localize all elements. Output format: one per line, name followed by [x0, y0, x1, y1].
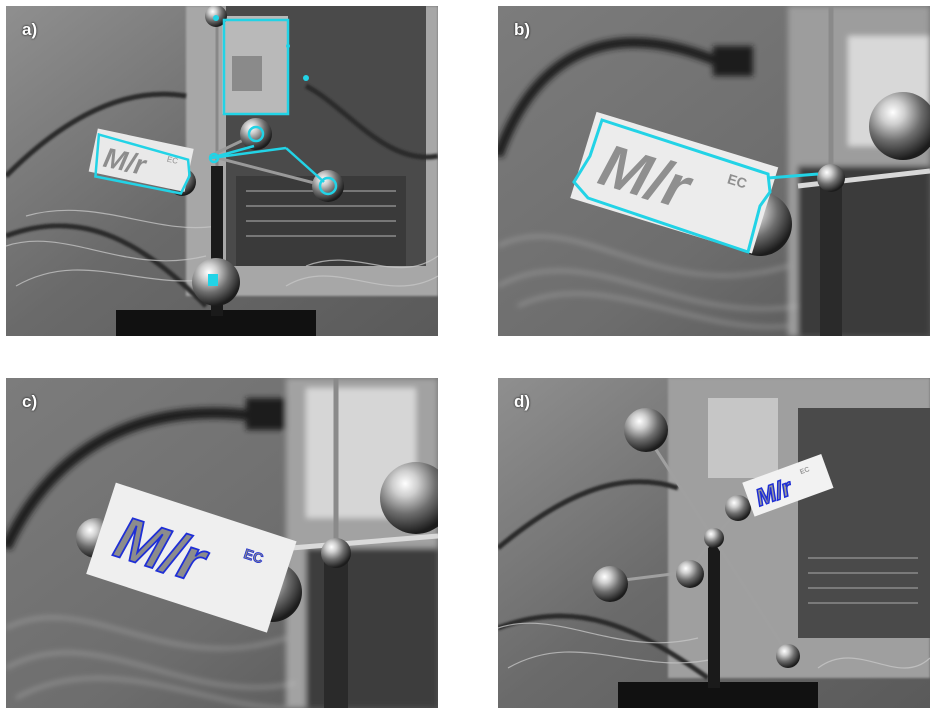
panel-d: M/r EC d): [498, 378, 930, 708]
logo-superscript-a: EC: [166, 155, 179, 166]
panel-a: M/r EC a): [6, 6, 438, 336]
logo-superscript-b: EC: [726, 171, 749, 192]
panel-label-c: c): [22, 392, 38, 411]
panel-label-d: d): [514, 392, 531, 411]
panel-a-photo: M/r EC: [6, 6, 438, 336]
logo-superscript-c: EC: [242, 545, 265, 566]
panel-b-photo: M/r EC: [498, 6, 930, 336]
panel-label-a: a): [22, 20, 38, 39]
panel-label-b: b): [514, 20, 531, 39]
panel-d-photo: M/r EC: [498, 378, 930, 708]
logo-superscript-d: EC: [799, 466, 811, 476]
panel-b: M/r EC b): [498, 6, 930, 336]
panel-c-photo: M/r EC: [6, 378, 438, 708]
panel-c: M/r EC c): [6, 378, 438, 708]
